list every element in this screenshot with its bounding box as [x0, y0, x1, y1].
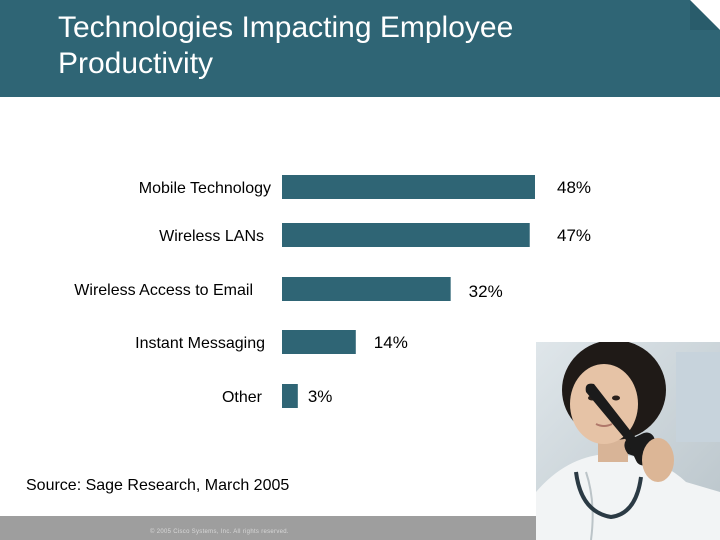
category-label-wireless-access-to-email: Wireless Access to Email — [74, 282, 253, 299]
woman-on-phone-photo — [536, 342, 720, 540]
slide-title: Technologies Impacting Employee Producti… — [58, 11, 514, 80]
bar-other — [282, 384, 298, 408]
category-label-other: Other — [222, 389, 263, 406]
category-label-wireless-lans: Wireless LANs — [159, 228, 264, 245]
bar-wireless-lans — [282, 223, 530, 247]
bar-mobile-technology — [282, 175, 535, 199]
value-label-mobile-technology: 48% — [557, 178, 591, 197]
value-label-instant-messaging: 14% — [374, 333, 408, 352]
value-label-wireless-access-to-email: 32% — [469, 282, 503, 301]
page-corner-fold — [690, 0, 720, 30]
source-note: Source: Sage Research, March 2005 — [26, 477, 290, 494]
category-label-mobile-technology: Mobile Technology — [139, 180, 271, 197]
value-label-wireless-lans: 47% — [557, 226, 591, 245]
value-label-other: 3% — [308, 387, 333, 406]
bar-wireless-access-to-email — [282, 277, 451, 301]
copyright-text: © 2005 Cisco Systems, Inc. All rights re… — [150, 529, 289, 535]
category-label-instant-messaging: Instant Messaging — [135, 335, 265, 352]
title-bar: Technologies Impacting Employee Producti… — [0, 0, 720, 97]
bar-instant-messaging — [282, 330, 356, 354]
